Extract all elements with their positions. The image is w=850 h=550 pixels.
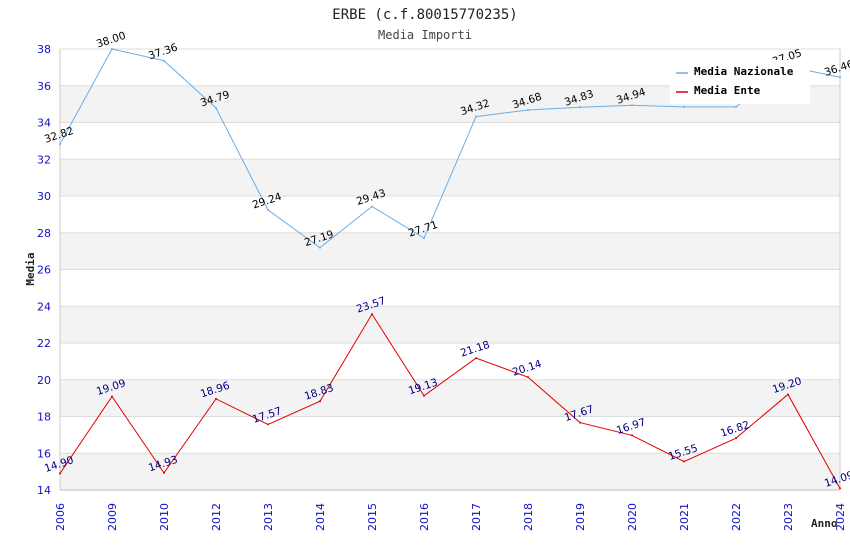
data-point	[579, 421, 581, 424]
data-point	[631, 104, 633, 107]
x-tick-label: 2020	[626, 503, 639, 531]
y-tick-label: 20	[37, 374, 51, 387]
data-point	[631, 434, 633, 437]
y-tick-label: 30	[37, 190, 51, 203]
data-point	[423, 394, 425, 397]
data-point	[839, 76, 841, 79]
x-tick-label: 2023	[782, 503, 795, 531]
data-point	[735, 437, 737, 440]
x-axis-ticks: 2006 2009 2010 2012 2013 2014 2015 2016 2017 2018…	[54, 503, 847, 531]
data-point	[475, 115, 477, 118]
y-tick-label: 22	[37, 337, 51, 350]
data-point	[59, 143, 61, 146]
legend-label-nazionale: Media Nazionale	[694, 65, 794, 78]
data-point	[267, 208, 269, 211]
plot-band	[60, 453, 840, 490]
legend-label-ente: Media Ente	[694, 84, 761, 97]
plot-background	[60, 49, 840, 490]
data-point	[319, 400, 321, 403]
y-tick-label: 24	[37, 300, 51, 313]
y-axis-label: Media	[24, 252, 37, 285]
data-point	[163, 59, 165, 62]
plot-band	[60, 232, 840, 270]
x-tick-label: 2018	[522, 503, 535, 531]
y-tick-label: 16	[37, 447, 51, 460]
plot-band	[60, 343, 840, 380]
data-point	[475, 357, 477, 360]
series-layer	[59, 48, 841, 490]
data-point	[371, 313, 373, 316]
x-axis-label: Anno	[811, 517, 838, 530]
data-point	[787, 393, 789, 396]
plot-band	[60, 122, 840, 160]
plot-band	[60, 306, 840, 343]
data-point	[683, 460, 685, 463]
plot-frame	[59, 49, 841, 491]
x-tick-label: 2012	[210, 503, 223, 531]
data-point	[527, 376, 529, 379]
x-tick-label: 2016	[418, 503, 431, 531]
x-tick-label: 2017	[470, 503, 483, 531]
plot-band	[60, 416, 840, 454]
data-point	[579, 106, 581, 109]
x-tick-label: 2006	[54, 503, 67, 531]
plot-band	[60, 379, 840, 417]
data-point	[527, 109, 529, 112]
plot-band	[60, 269, 840, 307]
y-tick-label: 34	[37, 117, 51, 130]
legend-background	[670, 60, 810, 104]
chart-subtitle: Media Importi	[378, 28, 472, 42]
chart-title: ERBE (c.f.80015770235)	[332, 7, 517, 23]
data-point	[59, 472, 61, 475]
y-axis-ticks: 14 16 18 20 22 24 26 28 30 32 34 36 38	[37, 43, 51, 497]
x-tick-label: 2014	[314, 503, 327, 531]
x-tick-label: 2022	[730, 503, 743, 531]
data-point	[839, 487, 841, 490]
y-tick-label: 28	[37, 227, 51, 240]
legend: Media Nazionale Media Ente	[670, 60, 810, 104]
plot-band	[60, 196, 840, 233]
x-tick-label: 2015	[366, 503, 379, 531]
x-tick-label: 2021	[678, 503, 691, 531]
y-tick-label: 26	[37, 264, 51, 277]
data-point	[267, 423, 269, 426]
x-tick-label: 2024	[834, 503, 847, 531]
y-tick-label: 14	[37, 484, 51, 497]
data-point	[683, 105, 685, 108]
x-tick-label: 2019	[574, 503, 587, 531]
data-point	[735, 105, 737, 108]
data-label: 38.00	[95, 30, 127, 51]
x-tick-label: 2010	[158, 503, 171, 531]
data-point	[423, 237, 425, 240]
x-tick-label: 2009	[106, 503, 119, 531]
data-point	[163, 471, 165, 474]
series-line	[59, 313, 841, 489]
y-tick-label: 36	[37, 80, 51, 93]
data-point	[215, 106, 217, 109]
series-line	[59, 48, 841, 249]
data-point	[371, 205, 373, 208]
data-point	[319, 246, 321, 249]
y-tick-label: 18	[37, 411, 51, 424]
y-tick-label: 32	[37, 153, 51, 166]
data-point	[111, 395, 113, 398]
data-point	[111, 48, 113, 50]
y-tick-label: 38	[37, 43, 51, 56]
data-point	[215, 397, 217, 400]
x-tick-label: 2013	[262, 503, 275, 531]
